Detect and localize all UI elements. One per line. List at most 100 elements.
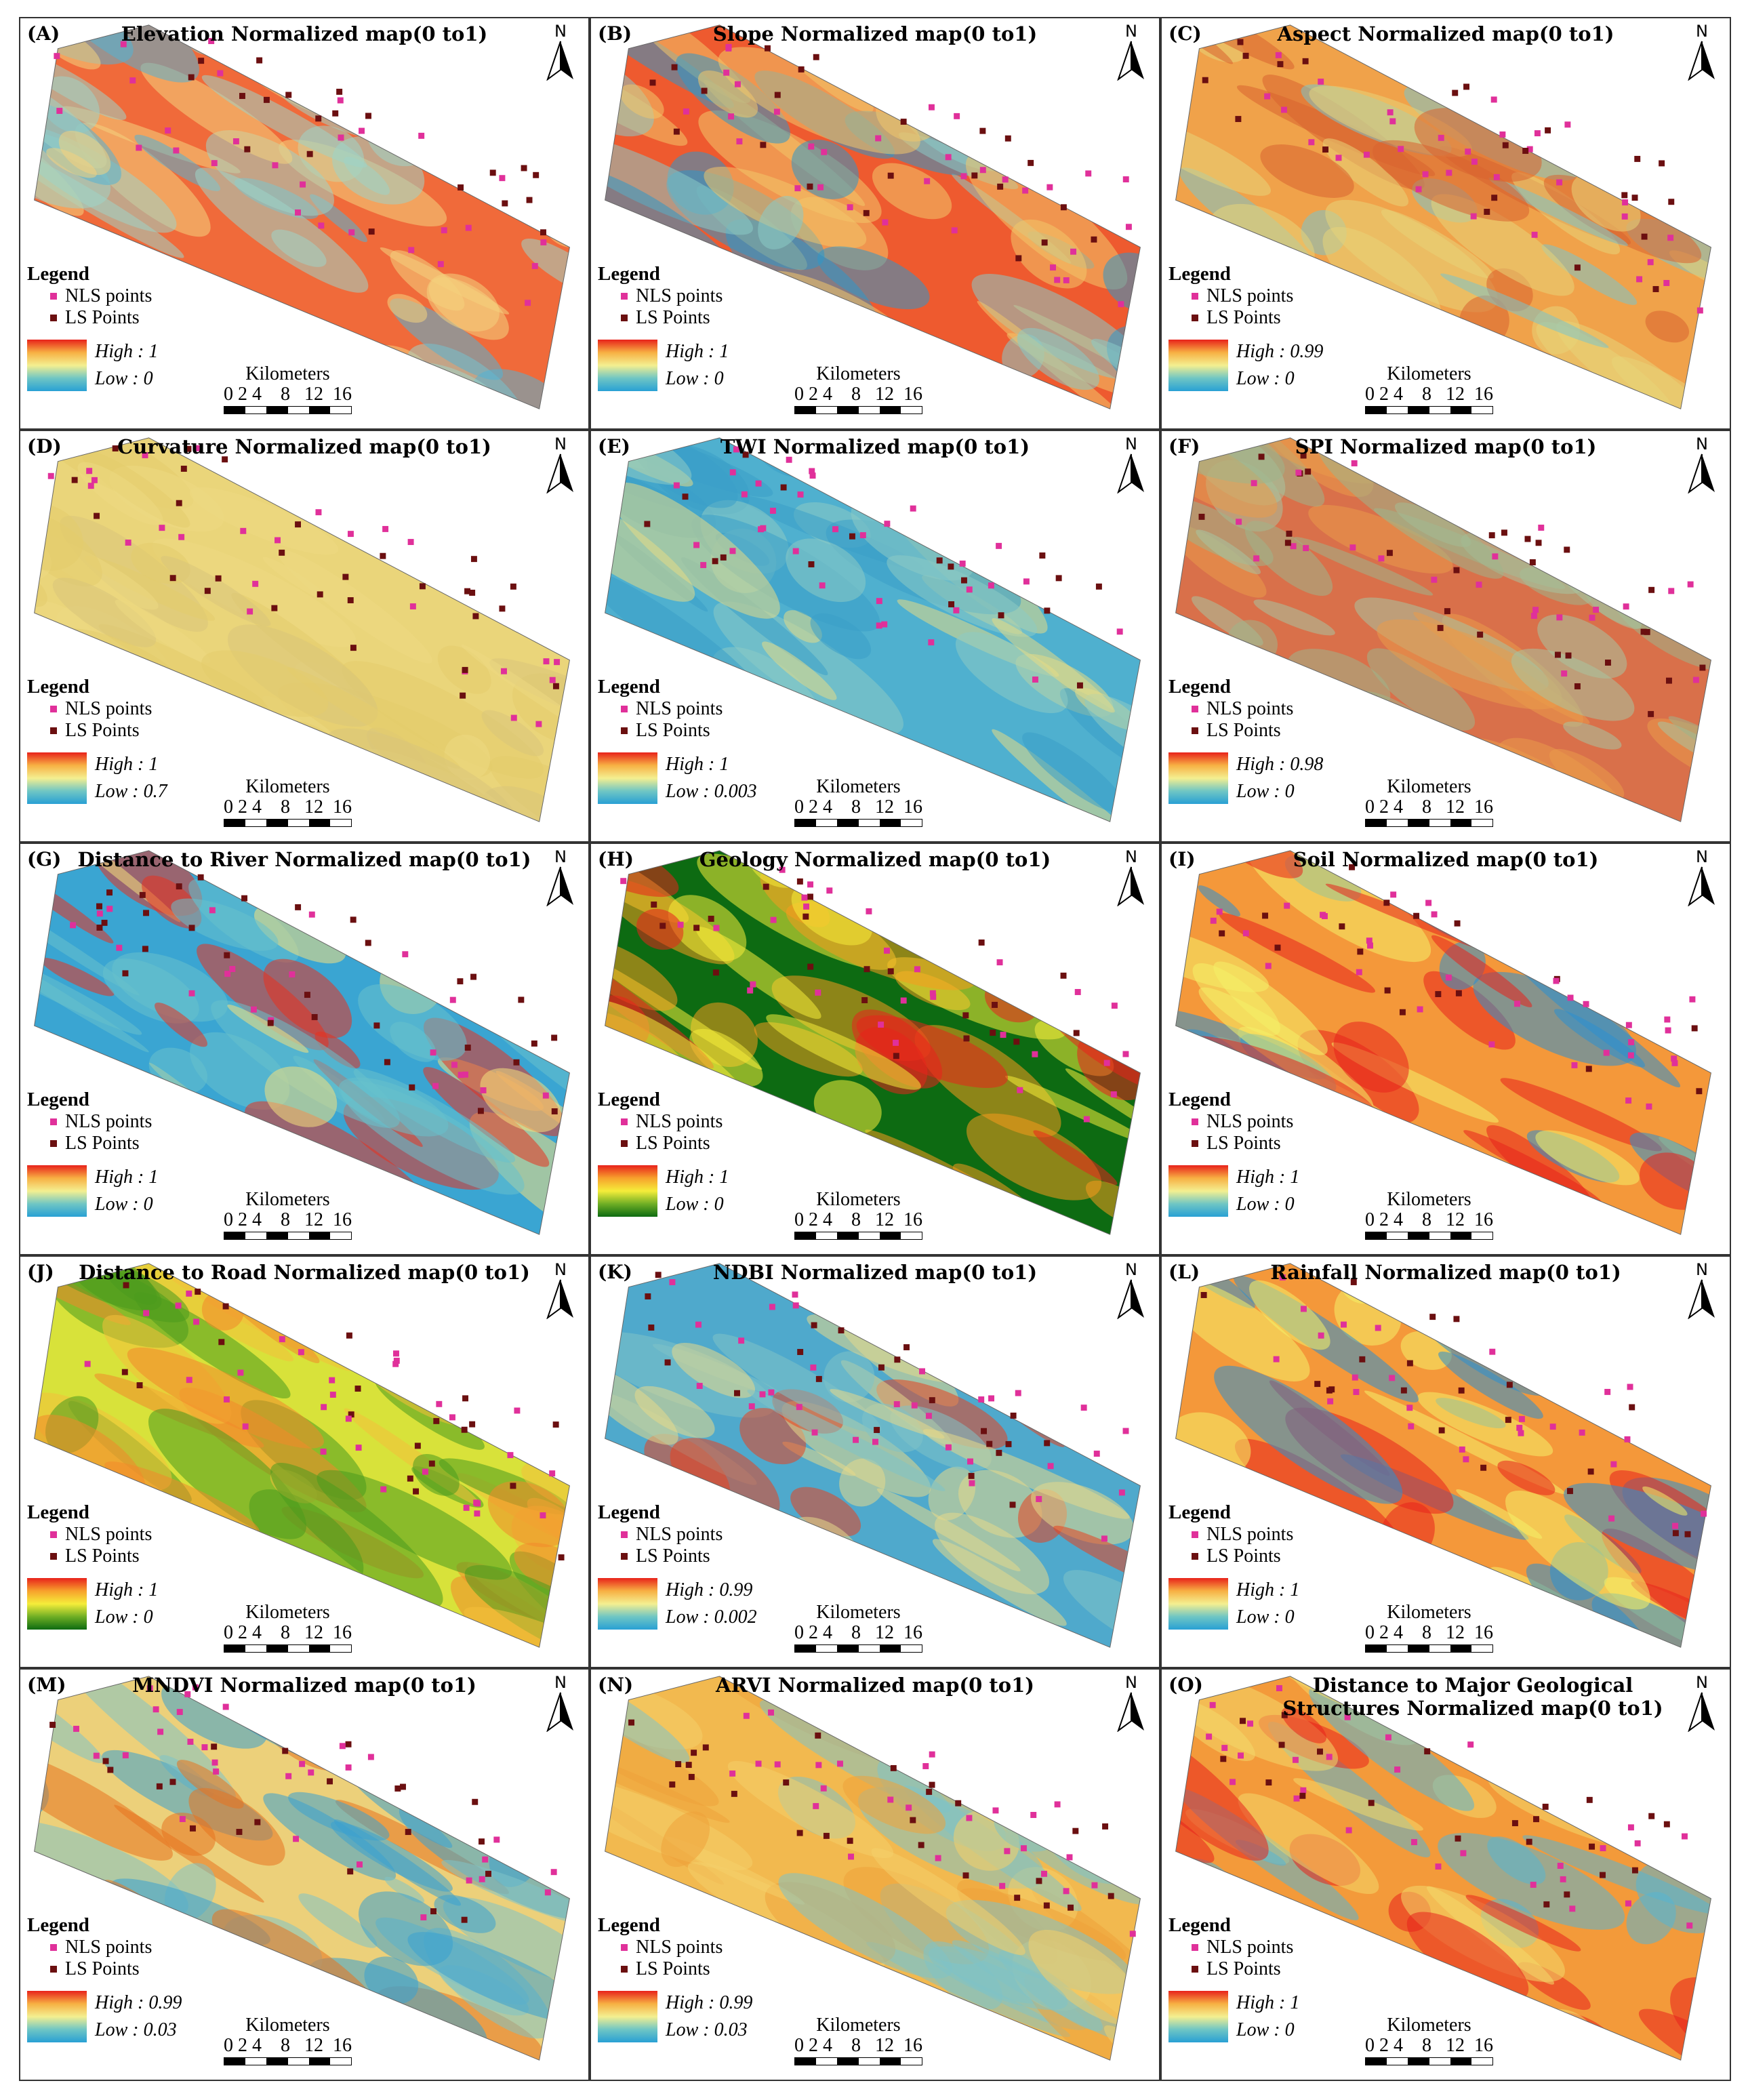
nls-point [482,1856,489,1863]
nls-point [1389,1375,1396,1381]
legend-nls-marker-icon [621,1118,628,1125]
nls-point [1118,301,1124,308]
nls-point [186,1377,192,1384]
nls-point [1284,902,1290,909]
ls-point [962,1872,969,1879]
nls-point [1610,1461,1617,1468]
map-raster-m [34,1676,570,2061]
nls-point [407,539,414,546]
ls-point [1542,1803,1549,1810]
ls-point [112,445,119,451]
nls-point [1476,582,1482,588]
nls-point [367,1754,374,1760]
nls-point [1394,1766,1401,1773]
ls-point [457,978,464,985]
ls-point [195,1289,201,1295]
nls-point [928,104,935,110]
ls-point [796,878,803,885]
ls-point [354,1386,361,1392]
ls-point [720,554,727,561]
ls-point [1386,550,1393,557]
ls-point [222,1303,229,1310]
ls-point [992,1001,998,1008]
nls-point [232,138,239,144]
ls-point [479,1838,485,1845]
ls-point [1565,652,1572,659]
nls-point [159,525,165,531]
scale-ticks: 0 2 4 8 12 16 [794,796,922,817]
map-panel-j: (J) Distance to Road Normalized map(0 to1… [19,1255,590,1668]
nls-point [1335,155,1342,161]
nls-point [237,1369,244,1376]
nls-point [418,132,425,139]
color-ramp: High : 1 Low : 0 [27,340,158,391]
ls-point [893,1053,899,1059]
ls-point [815,1375,822,1382]
nls-point [1046,184,1053,190]
ls-point [1491,195,1498,201]
nls-point [1281,106,1287,113]
legend-title: Legend [27,1914,89,1936]
legend-nls-label: NLS points [636,285,723,306]
nls-point [837,1760,843,1767]
ls-point [1600,1872,1606,1878]
ls-point [263,96,270,103]
nls-point [768,1389,775,1396]
ls-point [526,197,533,203]
nls-point [1556,179,1563,186]
legend-ls: LS Points [598,720,723,742]
ls-point [1437,624,1444,631]
ls-point [1299,1792,1306,1799]
nls-point [1549,1423,1556,1430]
ls-point [1014,1895,1021,1901]
ls-point [918,1842,924,1849]
nls-point [510,714,517,721]
ramp-low-label: Low : 0.03 [666,2019,748,2040]
ls-point [1444,608,1450,615]
nls-point [531,262,538,269]
ls-point [464,588,471,594]
legend-ls: LS Points [1168,307,1293,329]
nls-point [1327,1398,1334,1405]
ls-point [244,146,251,153]
nls-point [193,1318,199,1325]
scale-bar-segments [794,1644,922,1653]
ls-point [1641,233,1648,240]
map-raster-f [1175,437,1711,822]
ls-point [1435,991,1442,998]
ramp-low-label: Low : 0 [666,368,724,389]
nls-point [1687,581,1694,588]
map-panel-e: (E) TWI Normalized map(0 to1) N Legend NLS p… [590,430,1160,843]
nls-point [817,184,824,190]
nls-point [380,1486,387,1493]
nls-point [769,508,776,514]
nls-point [1387,109,1394,116]
nls-point [821,148,828,155]
nls-point [1066,1854,1073,1861]
ls-point [1535,540,1542,546]
nls-point [1569,1905,1576,1912]
ls-point [558,1554,565,1560]
ls-point [96,903,102,910]
nls-point [1275,52,1282,58]
ls-point [1091,236,1097,243]
nls-point [1417,1006,1423,1013]
nls-point [1627,1052,1634,1059]
legend-ls-label: LS Points [636,720,710,741]
nls-point [1000,1032,1007,1038]
nls-point [224,971,231,977]
ls-point [1314,1381,1321,1388]
ls-point [477,1108,484,1114]
ls-point [774,92,781,98]
nls-point [308,1769,314,1776]
nls-point [493,1836,500,1843]
ls-point [955,1800,962,1806]
ls-point [1349,864,1355,870]
nls-point [213,1768,220,1775]
ls-point [224,952,230,958]
nls-point [1530,613,1537,619]
map-panel-i: (I) Soil Normalized map(0 to1) N Legend NLS … [1160,843,1731,1255]
legend-nls-marker-icon [1192,1944,1198,1951]
legend-nls-label: NLS points [1206,285,1294,306]
nls-point [1431,911,1438,918]
